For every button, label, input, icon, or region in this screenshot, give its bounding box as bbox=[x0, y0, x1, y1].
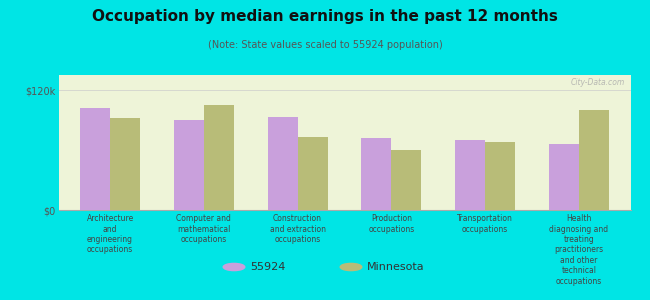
Bar bbox=[391, 150, 421, 210]
Text: Minnesota: Minnesota bbox=[367, 262, 425, 272]
Bar bbox=[579, 110, 609, 210]
Bar bbox=[268, 117, 298, 210]
Bar bbox=[80, 108, 110, 210]
Text: (Note: State values scaled to 55924 population): (Note: State values scaled to 55924 popu… bbox=[207, 40, 443, 50]
Bar bbox=[485, 142, 515, 210]
Text: City-Data.com: City-Data.com bbox=[571, 78, 625, 87]
Bar bbox=[204, 105, 234, 210]
Bar bbox=[549, 144, 579, 210]
Bar bbox=[361, 138, 391, 210]
Bar bbox=[298, 137, 328, 210]
Text: Occupation by median earnings in the past 12 months: Occupation by median earnings in the pas… bbox=[92, 9, 558, 24]
Bar bbox=[174, 120, 204, 210]
Bar bbox=[455, 140, 485, 210]
Text: 55924: 55924 bbox=[250, 262, 285, 272]
Bar bbox=[110, 118, 140, 210]
